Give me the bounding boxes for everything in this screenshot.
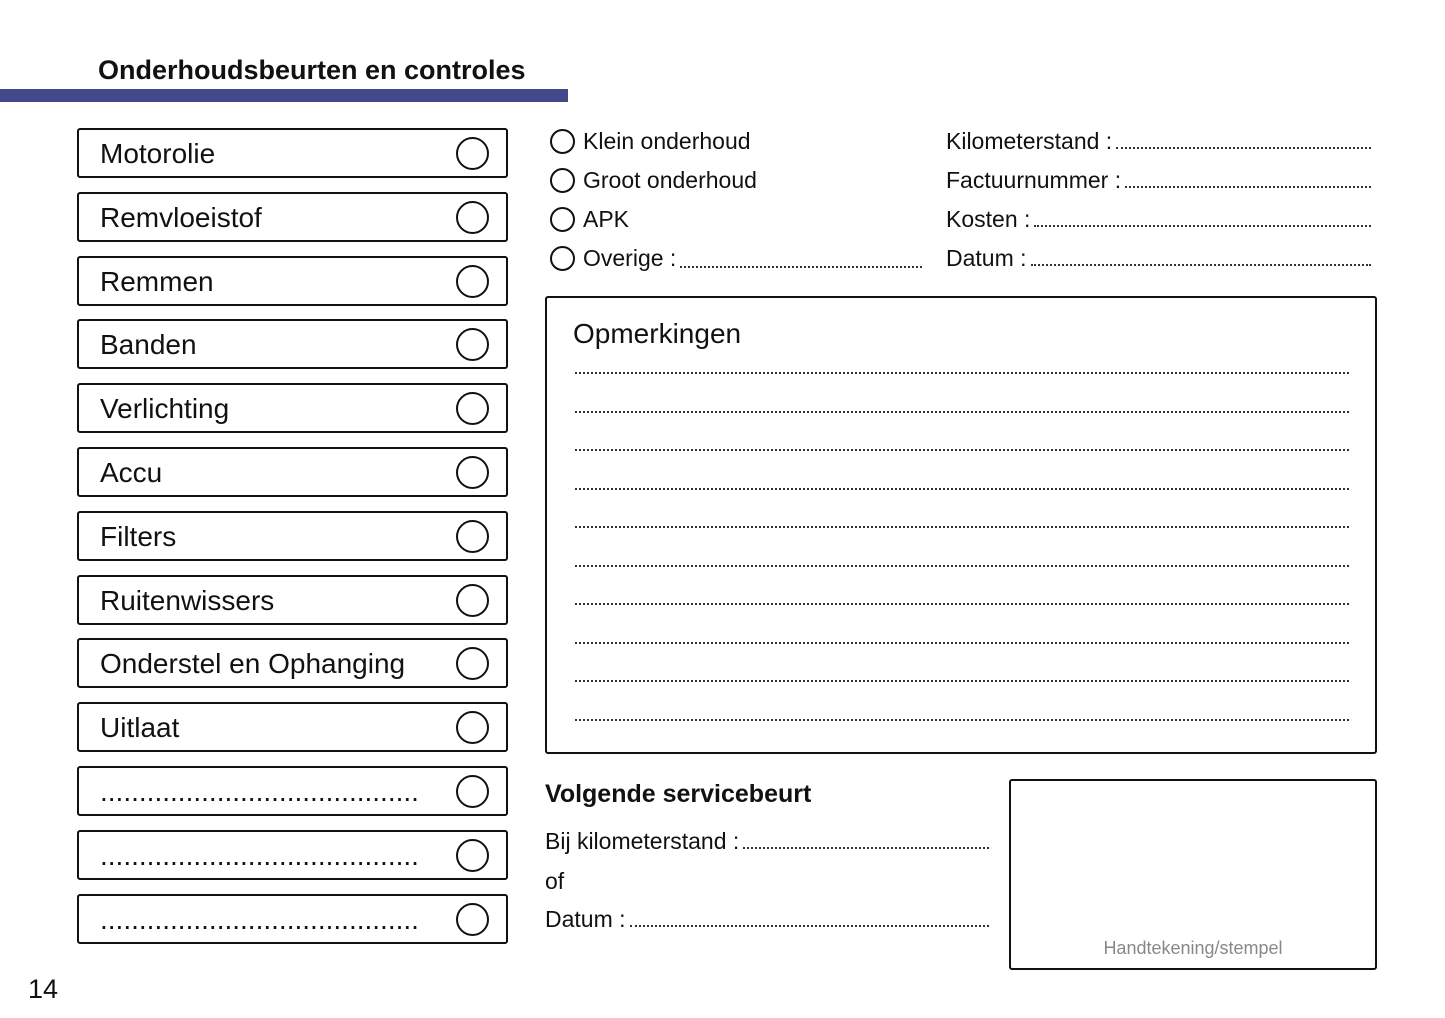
checklist-item[interactable]: ........................................…: [77, 893, 508, 944]
checkbox-circle[interactable]: [456, 647, 489, 681]
stamp-label: Handtekening/stempel: [1103, 938, 1283, 958]
next-date-label: Datum :: [545, 906, 626, 932]
remarks-line[interactable]: [575, 641, 1349, 644]
remarks-title: Opmerkingen: [573, 318, 742, 349]
form-field[interactable]: Factuurnummer :: [946, 167, 1371, 194]
service-type-option[interactable]: Overige :: [550, 245, 922, 272]
remarks-line[interactable]: [575, 372, 1349, 374]
form-field[interactable]: Kosten :: [946, 206, 1371, 233]
field-label: Factuurnummer :: [946, 167, 1122, 193]
checkbox-circle[interactable]: [456, 392, 489, 426]
checklist-label: Onderstel en Ophanging: [100, 648, 406, 680]
checkbox-circle[interactable]: [456, 137, 489, 170]
remarks-box[interactable]: Opmerkingen: [545, 296, 1377, 754]
checkbox-circle[interactable]: [456, 775, 489, 808]
checkbox-circle[interactable]: [456, 583, 489, 617]
remarks-line[interactable]: [575, 718, 1349, 721]
next-km-field[interactable]: Bij kilometerstand :: [545, 828, 989, 855]
checklist-label: ........................................…: [100, 776, 419, 807]
checklist-item[interactable]: Filters: [77, 510, 508, 561]
next-service-title: Volgende servicebeurt: [545, 780, 812, 808]
checklist-label: Remvloeistof: [100, 201, 262, 233]
remarks-line[interactable]: [575, 564, 1349, 567]
checkbox-circle[interactable]: [456, 264, 489, 298]
option-label: Groot onderhoud: [583, 167, 757, 193]
checklist-item[interactable]: Ruitenwissers: [77, 574, 508, 625]
field-label: Kosten :: [946, 206, 1031, 232]
radio-circle[interactable]: [550, 168, 575, 193]
checklist-item[interactable]: Remmen: [77, 255, 508, 306]
checkbox-circle[interactable]: [456, 902, 489, 936]
page-title: Onderhoudsbeurten en controles: [98, 55, 526, 85]
service-type-option[interactable]: APK: [550, 206, 629, 233]
radio-circle[interactable]: [550, 207, 575, 232]
title-accent-bar: [0, 89, 568, 102]
checklist-label: Banden: [100, 329, 197, 361]
checklist-item[interactable]: Verlichting: [77, 383, 508, 434]
service-type-option[interactable]: Groot onderhoud: [550, 167, 757, 194]
form-field[interactable]: Datum :: [946, 245, 1371, 272]
radio-circle[interactable]: [550, 246, 575, 271]
checklist-label: Ruitenwissers: [100, 584, 275, 616]
checklist-label: Filters: [100, 520, 177, 552]
checklist-label: Motorolie: [100, 138, 216, 169]
remarks-line[interactable]: [575, 680, 1349, 682]
checkbox-circle[interactable]: [456, 200, 489, 234]
remarks-line[interactable]: [575, 526, 1349, 528]
checkbox-circle[interactable]: [456, 711, 489, 745]
checkbox-circle[interactable]: [456, 838, 489, 872]
option-label: Overige :: [583, 245, 677, 271]
checklist-label: Remmen: [100, 265, 214, 297]
remarks-line[interactable]: [575, 449, 1349, 451]
checklist-label: Verlichting: [100, 393, 230, 425]
checklist-item[interactable]: Uitlaat: [77, 702, 508, 753]
checklist-item[interactable]: ........................................…: [77, 829, 508, 880]
signature-stamp-box[interactable]: Handtekening/stempel: [1009, 779, 1377, 970]
radio-circle[interactable]: [550, 129, 575, 154]
remarks-line[interactable]: [575, 487, 1349, 490]
checklist-item[interactable]: Onderstel en Ophanging: [77, 638, 508, 689]
checkbox-circle[interactable]: [456, 456, 489, 489]
page-number: 14: [28, 974, 59, 1004]
checklist-item[interactable]: ........................................…: [77, 766, 508, 816]
checklist-label: ........................................…: [100, 903, 419, 935]
form-field[interactable]: Kilometerstand :: [946, 128, 1371, 155]
checklist-label: Accu: [100, 457, 163, 488]
checklist-item[interactable]: Motorolie: [77, 128, 508, 178]
or-label: of: [545, 868, 565, 894]
checklist-item[interactable]: Accu: [77, 447, 508, 497]
field-label: Datum :: [946, 245, 1027, 271]
next-date-field[interactable]: Datum :: [545, 906, 989, 933]
option-label: APK: [583, 206, 630, 232]
checklist-label: Uitlaat: [100, 712, 180, 744]
field-label: Kilometerstand :: [946, 128, 1113, 154]
checklist-label: ........................................…: [100, 839, 419, 871]
checklist-item[interactable]: Banden: [77, 319, 508, 370]
option-label: Klein onderhoud: [583, 128, 751, 154]
service-type-option[interactable]: Klein onderhoud: [550, 128, 751, 155]
checkbox-circle[interactable]: [456, 328, 489, 362]
checklist-item[interactable]: Remvloeistof: [77, 191, 508, 242]
remarks-line[interactable]: [575, 603, 1349, 605]
remarks-line[interactable]: [575, 410, 1349, 413]
next-km-label: Bij kilometerstand :: [545, 828, 740, 854]
checkbox-circle[interactable]: [456, 519, 489, 553]
